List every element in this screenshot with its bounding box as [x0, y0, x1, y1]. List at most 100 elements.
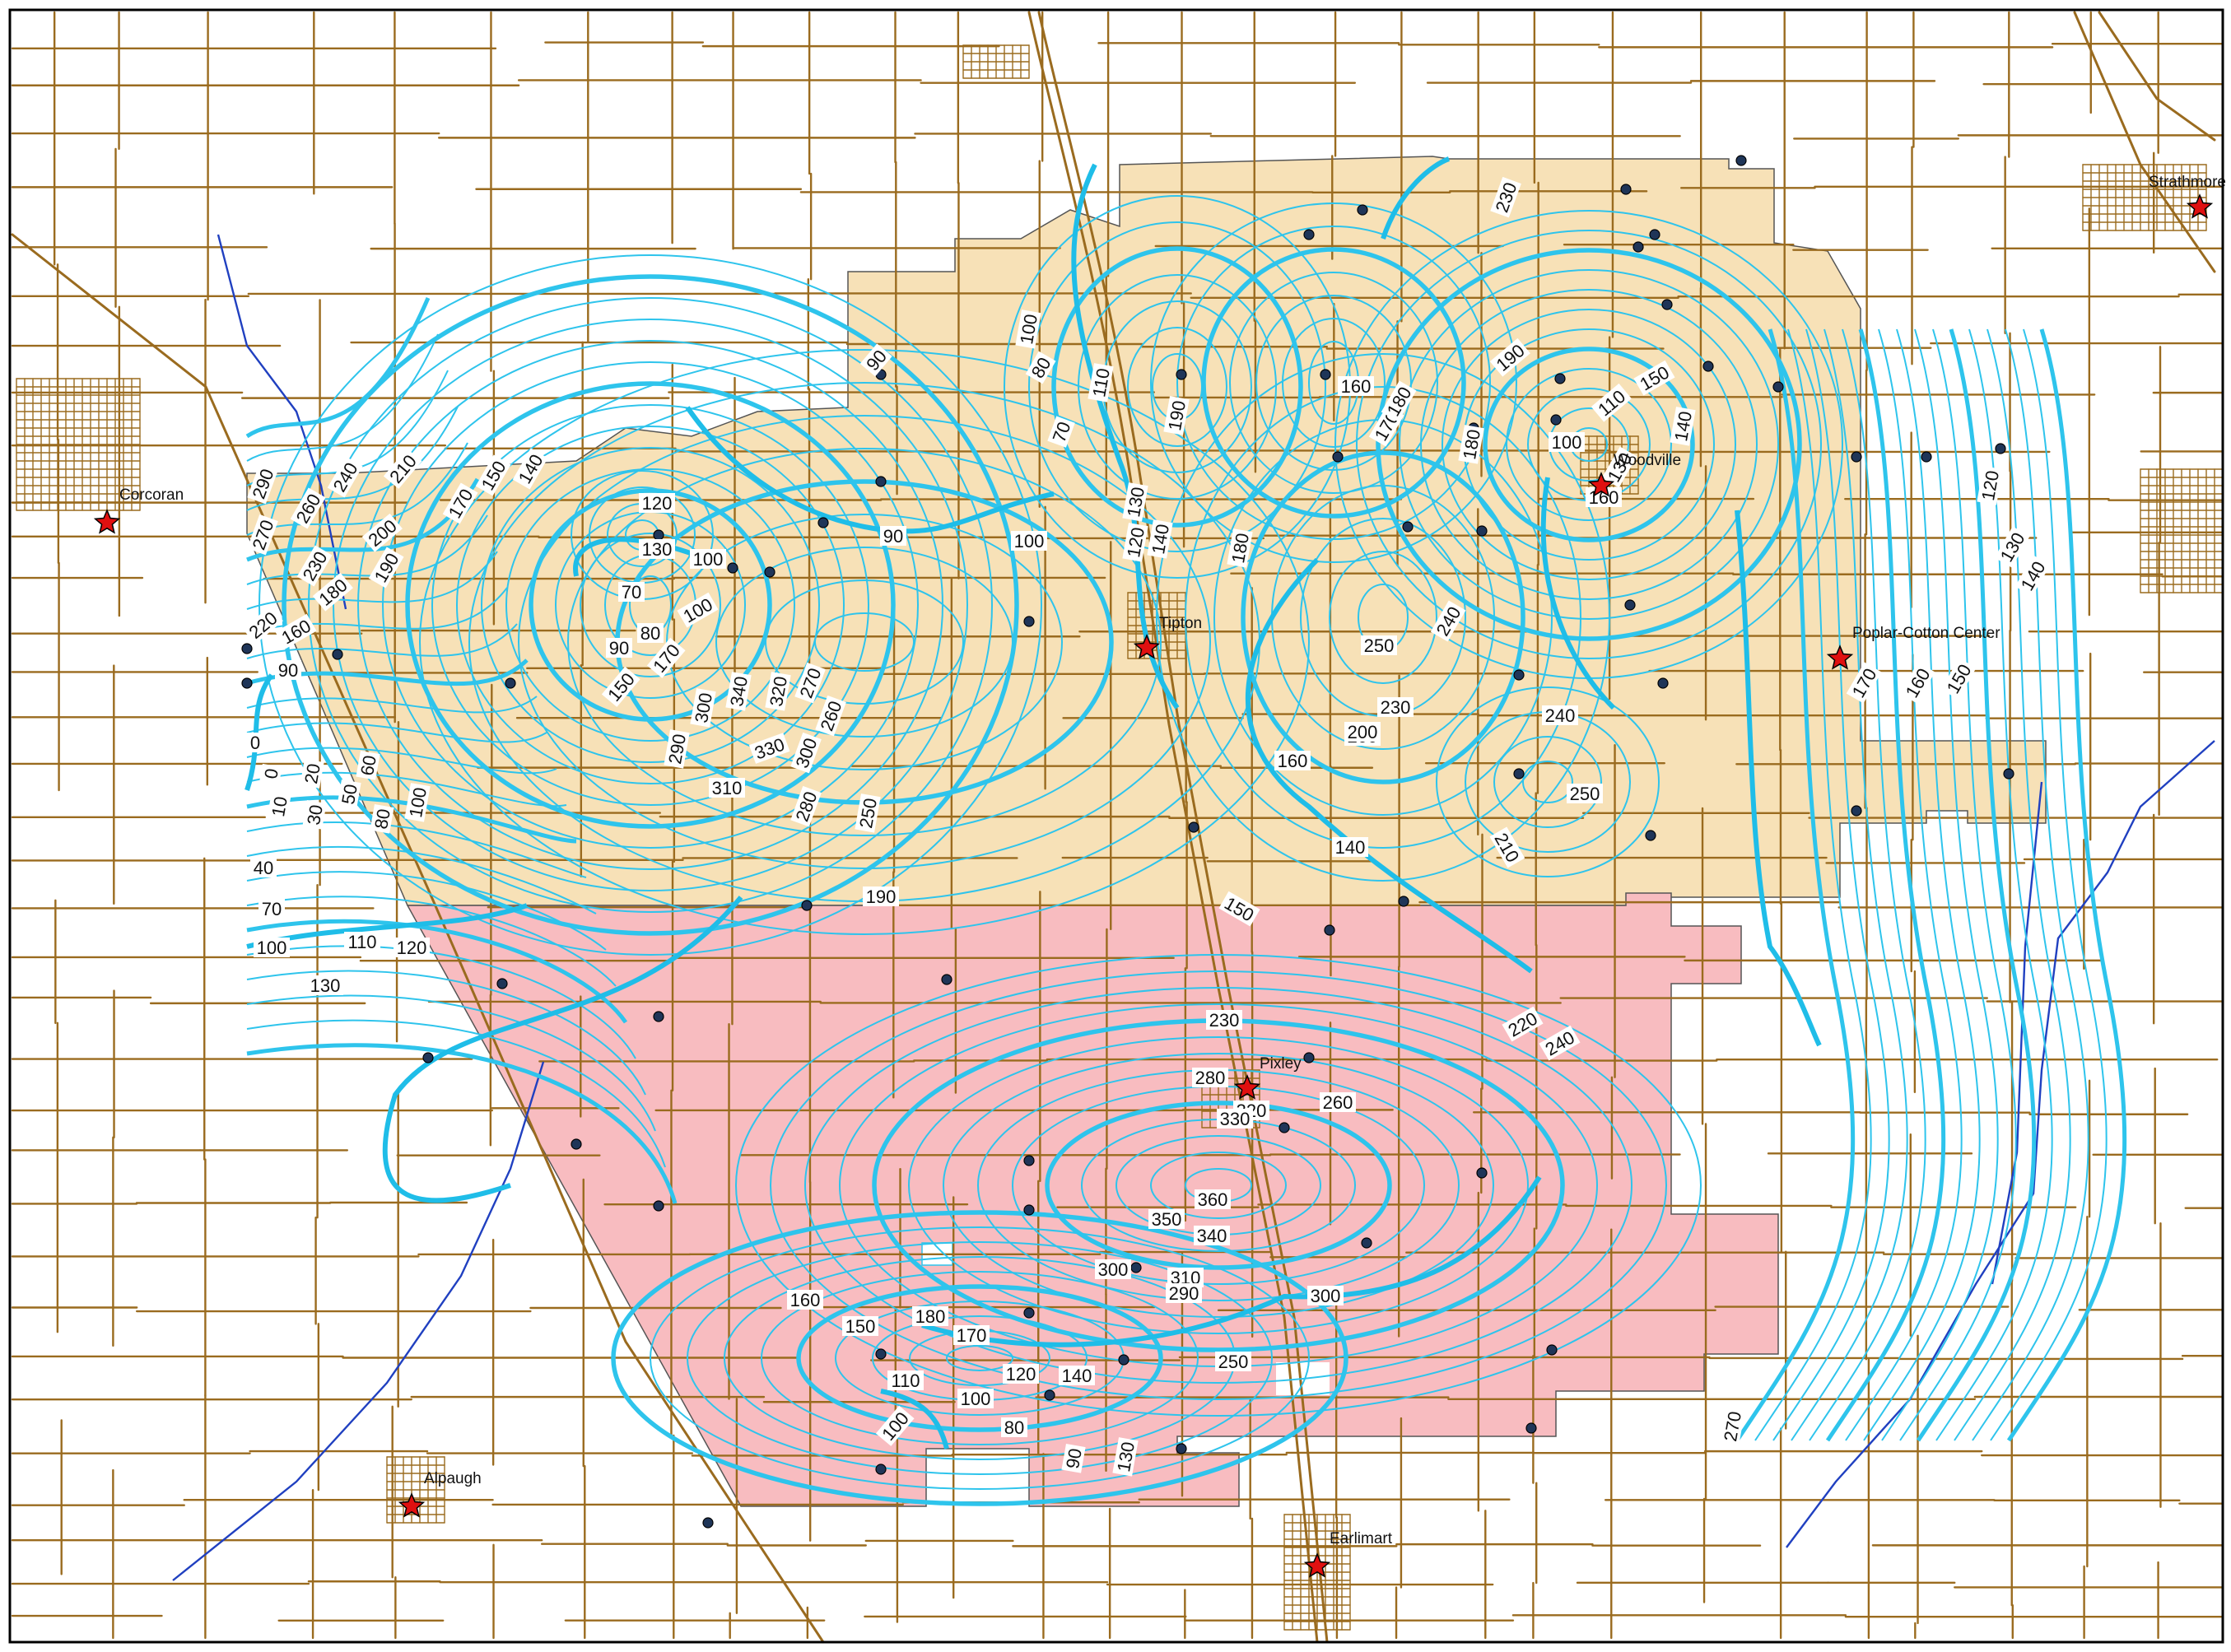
contour-label-halo [725, 672, 752, 711]
town-star-icon [1303, 1552, 1331, 1578]
contour-label-halo [1977, 466, 2003, 505]
contour-label-text: 110 [347, 932, 376, 952]
contour-line [333, 319, 968, 891]
town-label: Poplar-Cotton Center [1852, 625, 2000, 642]
contour-label-halo [1112, 1437, 1139, 1477]
contour-label-halo [1088, 363, 1114, 403]
contour-line [1028, 221, 1326, 552]
contour-label-halo [1192, 1068, 1228, 1087]
contour-line [796, 1284, 1163, 1432]
contour-label-halo [880, 526, 906, 546]
contour-label: 150 [842, 1316, 878, 1337]
stream [172, 1061, 545, 1581]
contour-line [246, 1019, 666, 1168]
contour-label-text: 100 [257, 938, 287, 958]
town-star-icon [1826, 645, 1854, 670]
contour-line [946, 1345, 1013, 1371]
contour-label: 160 [1274, 751, 1311, 771]
well-point [1023, 616, 1035, 627]
contour-line [246, 333, 439, 462]
well-point [1550, 414, 1562, 426]
town-marker[interactable]: Alpaugh [398, 1470, 482, 1518]
town-marker[interactable]: Woodville [1587, 452, 1681, 497]
highway [2098, 11, 2216, 142]
contour-line [246, 696, 538, 714]
contour-label: 190 [1163, 396, 1190, 435]
contour-label-text: 90 [1062, 1447, 1086, 1470]
contour-label-halo [646, 637, 686, 678]
town-star-icon [1233, 1074, 1261, 1100]
contour-label-halo [1166, 1283, 1202, 1303]
contour-label-text: 140 [1062, 1366, 1092, 1386]
contour-label-halo [815, 695, 846, 737]
contour-label-text: 100 [961, 1389, 991, 1409]
contour-line [1356, 230, 1822, 659]
contour-label-halo [254, 938, 290, 957]
contour-label-halo [1047, 416, 1075, 448]
contour-label-text: 100 [693, 549, 724, 570]
well-point [1023, 1155, 1035, 1166]
well-point [1851, 805, 1862, 817]
town-star-icon [93, 509, 121, 534]
contour-label: 250 [1567, 784, 1603, 804]
well-point [1921, 451, 1932, 463]
contour-line [908, 1036, 1529, 1334]
contour-label: 170 [953, 1325, 990, 1346]
contour-label-halo [1194, 1226, 1230, 1245]
contour-line [431, 404, 869, 806]
contour-label-halo [383, 448, 422, 489]
contour-label-text: 70 [622, 582, 641, 603]
contour-label: 300 [1307, 1286, 1344, 1306]
contour-label: 80 [370, 803, 394, 834]
contour-label-halo [1059, 1366, 1095, 1385]
town-marker[interactable]: Pixley [1233, 1055, 1302, 1100]
well-point [1023, 1204, 1035, 1216]
contour-label-halo [1147, 519, 1173, 559]
contour-label-halo [1458, 425, 1484, 464]
contour-label-halo [601, 666, 640, 707]
contour-label-halo [953, 1325, 990, 1345]
index-contour [1381, 156, 1451, 240]
town-marker[interactable]: Strathmore [2149, 174, 2226, 219]
contour-label-halo [327, 456, 363, 498]
contour-label: 100 [1011, 531, 1047, 551]
well-point [1476, 525, 1488, 537]
well-point [1118, 1354, 1129, 1366]
well-point [1657, 677, 1669, 689]
contour-label: 320 [765, 672, 791, 711]
town-marker[interactable]: Earlimart [1303, 1530, 1393, 1578]
contour-line [943, 1053, 1494, 1318]
contour-label-halo [748, 733, 790, 764]
contour-label-text: 40 [254, 858, 273, 878]
contour-label-halo [790, 785, 822, 827]
contour-line [1150, 1152, 1287, 1219]
contour-label-text: 60 [356, 754, 380, 777]
contour-label-text: 50 [338, 783, 361, 806]
contour-label-halo [1539, 1025, 1581, 1061]
contour-label-halo [242, 605, 283, 645]
contour-label-text: 340 [1197, 1226, 1227, 1246]
contour-label: 160 [1338, 376, 1374, 397]
well-point [1402, 521, 1414, 533]
contour-label-text: 130 [642, 539, 673, 560]
town-marker[interactable]: Poplar-Cotton Center [1826, 625, 2001, 670]
well-point [241, 643, 253, 654]
contour-label-halo [1502, 1006, 1544, 1042]
contour-label-halo [1122, 523, 1148, 562]
town-marker[interactable]: Tipton [1133, 615, 1202, 659]
contour-label-halo [912, 1306, 948, 1326]
town-marker[interactable]: Corcoran [93, 486, 184, 534]
contour-line [1845, 328, 1963, 1441]
well-point [505, 677, 516, 689]
well-point [1176, 1443, 1187, 1454]
well-point [1176, 369, 1187, 380]
contour-label-halo [259, 763, 282, 784]
contour-label-halo [307, 975, 343, 995]
contour-label: 180 [912, 1306, 948, 1327]
contour-label-halo [690, 688, 716, 728]
contour-line [1863, 328, 1981, 1441]
contour-label: 110 [887, 1370, 924, 1391]
well-point [1995, 443, 2006, 454]
well-point [1632, 241, 1644, 253]
